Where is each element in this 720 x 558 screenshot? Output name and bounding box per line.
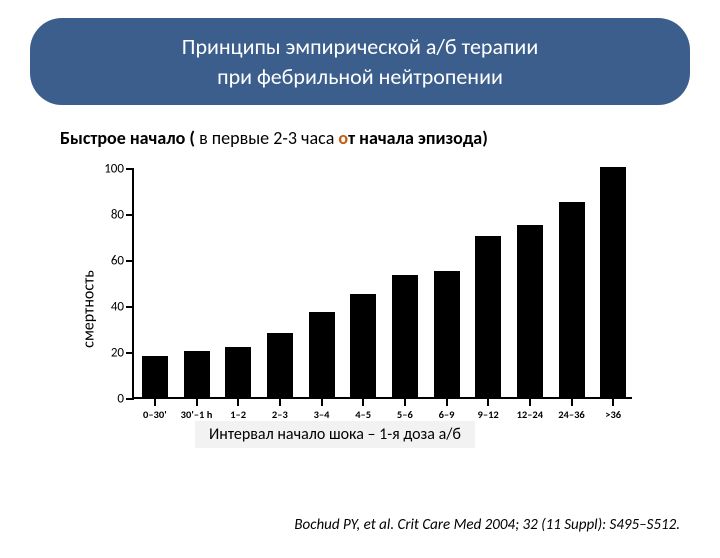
x-tick-label: 5–6 — [397, 408, 413, 421]
y-tick — [126, 352, 134, 354]
bar — [267, 333, 293, 397]
x-tick — [237, 399, 239, 406]
y-tick-label: 60 — [84, 254, 124, 269]
y-tick-label: 80 — [84, 208, 124, 223]
x-tick-label: 1–2 — [230, 408, 246, 421]
x-tick-label: 9–12 — [478, 408, 499, 421]
x-tick-label: >36 — [605, 408, 621, 421]
x-axis-label: Интервал начало шока – 1-я доза а/б — [195, 421, 475, 448]
y-tick-label: 0 — [84, 392, 124, 407]
bar — [600, 167, 626, 397]
x-tick-label: 24–36 — [558, 408, 585, 421]
x-tick — [529, 399, 531, 406]
x-tick — [487, 399, 489, 406]
x-tick — [571, 399, 573, 406]
y-tick — [126, 214, 134, 216]
x-tick-label: 0–30' — [143, 408, 167, 421]
y-tick — [126, 306, 134, 308]
y-tick-label: 20 — [84, 346, 124, 361]
bar — [142, 356, 168, 397]
subtitle-suffix: т начала эпизода) — [348, 127, 488, 149]
x-tick-label: 12–24 — [517, 408, 544, 421]
x-tick — [321, 399, 323, 406]
x-tick — [404, 399, 406, 406]
x-tick — [196, 399, 198, 406]
title-line-2: при фебрильной нейтропении — [50, 62, 670, 92]
title-line-1: Принципы эмпирической а/б терапии — [50, 32, 670, 62]
x-tick — [154, 399, 156, 406]
y-tick — [126, 398, 134, 400]
x-tick-label: 30'–1 h — [181, 408, 213, 421]
subtitle-highlight: о — [338, 127, 348, 149]
y-tick-label: 40 — [84, 300, 124, 315]
bar — [350, 294, 376, 398]
subtitle: Быстрое начало ( в первые 2-3 часа от на… — [60, 127, 660, 149]
title-banner: Принципы эмпирической а/б терапии при фе… — [30, 18, 690, 105]
y-tick — [126, 168, 134, 170]
bar — [225, 347, 251, 398]
bar — [392, 275, 418, 397]
subtitle-prefix: Быстрое начало ( — [60, 127, 195, 149]
bar — [184, 351, 210, 397]
bar — [475, 236, 501, 397]
chart-area: смертность 0204060801000–30'30'–1 h1–22–… — [60, 159, 660, 459]
subtitle-mid: в первые 2-3 часа — [195, 127, 338, 149]
x-tick — [279, 399, 281, 406]
x-tick — [612, 399, 614, 406]
citation-text: Bochud PY, et al. Crit Care Med 2004; 32… — [294, 516, 680, 534]
bar — [309, 312, 335, 397]
x-tick — [362, 399, 364, 406]
chart-plot: 0204060801000–30'30'–1 h1–22–33–44–55–66… — [132, 169, 632, 399]
x-tick — [446, 399, 448, 406]
x-tick-label: 4–5 — [355, 408, 371, 421]
y-tick — [126, 260, 134, 262]
x-tick-label: 2–3 — [272, 408, 288, 421]
x-tick-label: 6–9 — [439, 408, 455, 421]
bar — [517, 225, 543, 398]
bar — [434, 271, 460, 398]
y-tick-label: 100 — [84, 162, 124, 177]
bar — [559, 202, 585, 398]
x-tick-label: 3–4 — [314, 408, 330, 421]
